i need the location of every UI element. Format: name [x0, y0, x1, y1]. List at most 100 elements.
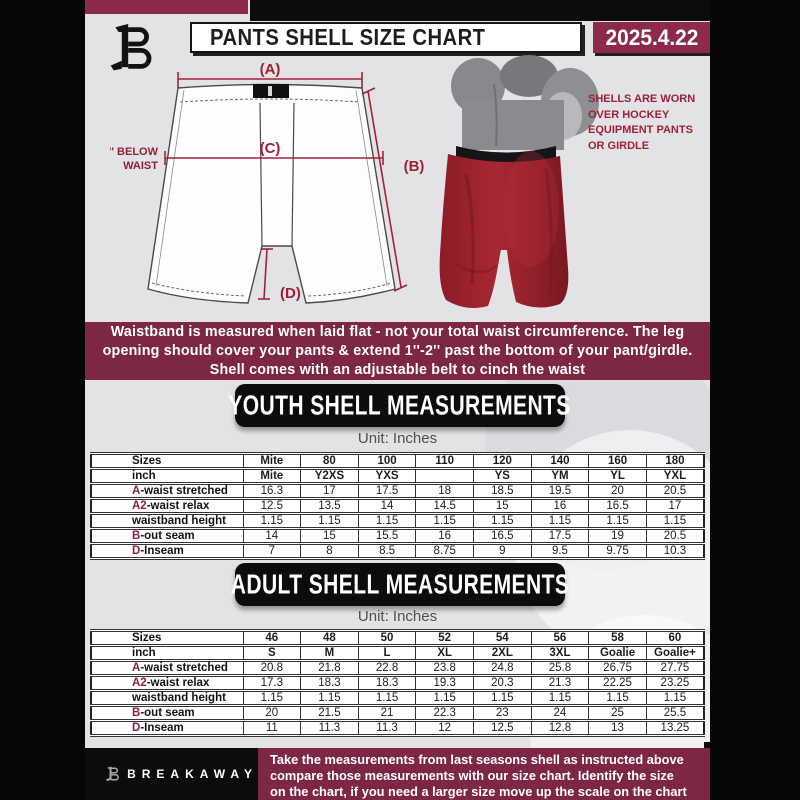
- table-row: B-out seam 20 21.5 21 22.3 23 24 25 25.5: [90, 704, 705, 722]
- below-waist-note: 7'' BELOW: [110, 146, 159, 158]
- cell-value: 23.25: [645, 674, 705, 692]
- svg-text:WAIST: WAIST: [123, 160, 158, 172]
- cell-value: 56: [530, 629, 590, 647]
- cell-value: 8.75: [415, 542, 474, 560]
- shorts-outline: [147, 83, 396, 304]
- cell-value: 1.15: [357, 512, 417, 530]
- label-b: (B): [404, 158, 425, 175]
- cell-value: 19: [588, 527, 647, 545]
- cell-value: 19.3: [415, 674, 474, 692]
- row-label: B-out seam: [90, 704, 244, 722]
- page-title-text: PANTS SHELL SIZE CHART: [210, 24, 486, 50]
- cell-value: 17.5: [357, 482, 417, 500]
- cell-value: 110: [415, 452, 474, 470]
- cell-value: 21.5: [300, 704, 359, 722]
- cell-value: 9: [473, 542, 532, 560]
- row-label: Sizes: [90, 629, 244, 647]
- cell-value: 19.5: [530, 482, 590, 500]
- cell-value: 52: [415, 629, 474, 647]
- footer-brand-name: BREAKAWAY: [127, 767, 258, 781]
- cell-value: 17.3: [242, 674, 302, 692]
- top-maroon-tab: [85, 0, 248, 14]
- cell-value: 20.5: [645, 527, 705, 545]
- row-label: inch: [90, 467, 244, 485]
- youth-unit-label: Unit: Inches: [357, 430, 438, 447]
- cell-value: 1.15: [530, 512, 590, 530]
- cell-value: 24: [530, 704, 590, 722]
- label-d: (D): [280, 285, 301, 302]
- measurement-lines: [164, 72, 408, 300]
- adult-section-banner: ADULT SHELL MEASUREMENTS: [231, 563, 569, 606]
- row-label: waistband height: [90, 512, 244, 530]
- row-label: D-Inseam: [90, 542, 244, 560]
- cell-value: 18: [415, 482, 474, 500]
- side-note: SHELLS ARE WORN OVER HOCKEY EQUIPMENT PA…: [588, 93, 696, 152]
- row-label: A2-waist relax: [90, 497, 244, 515]
- table-row: D-Inseam 11 11.3 11.3 12 12.5 12.8 13 13.25: [90, 719, 705, 737]
- cell-value: 180: [645, 452, 705, 470]
- cell-value: 21.8: [300, 659, 359, 677]
- cell-value: 22.3: [415, 704, 474, 722]
- table-row: D-Inseam 7 8 8.5 8.75 9 9.5 9.75 10.3: [90, 542, 705, 560]
- cell-value: 13: [588, 719, 647, 737]
- adult-section-title: ADULT SHELL MEASUREMENTS: [230, 568, 570, 600]
- cell-value: 16: [415, 527, 474, 545]
- row-label: Sizes: [90, 452, 244, 470]
- table-row: waistband height 1.15 1.15 1.15 1.15 1.15 1.15…: [90, 689, 705, 707]
- row-label: A2-waist relax: [90, 674, 244, 692]
- measurement-info-banner: Waistband is measured when laid flat - n…: [85, 322, 710, 380]
- cell-value: 54: [473, 629, 532, 647]
- cell-value: 16: [530, 497, 590, 515]
- table-row: waistband height 1.15 1.15 1.15 1.15 1.15 1.15…: [90, 512, 705, 530]
- row-label: inch: [90, 644, 244, 662]
- cell-value: 58: [588, 629, 647, 647]
- cell-value: 120: [473, 452, 532, 470]
- cell-value: 20.5: [645, 482, 705, 500]
- cell-value: 100: [357, 452, 417, 470]
- cell-value: 9.75: [588, 542, 647, 560]
- youth-section-title: YOUTH SHELL MEASUREMENTS: [228, 389, 572, 421]
- cell-value: 12.8: [530, 719, 590, 737]
- cell-value: 7: [242, 542, 302, 560]
- cell-value: 1.15: [357, 689, 417, 707]
- cell-value: 50: [357, 629, 417, 647]
- table-row: A-waist stretched 16.3 17 17.5 18 18.5 19.5 20 2…: [90, 482, 705, 500]
- cell-value: 1.15: [415, 689, 474, 707]
- cell-value: 21.3: [530, 674, 590, 692]
- shorts-measurement-diagram: (A) (B) (C) (D) 7'' BELOW WAIST: [110, 61, 425, 304]
- footer-instructions: Take the measurements from last seasons …: [258, 748, 710, 800]
- cell-value: 16.5: [473, 527, 532, 545]
- cell-value: YM: [530, 467, 590, 485]
- cell-value: 2XL: [473, 644, 532, 662]
- cell-value: 15: [473, 497, 532, 515]
- cell-value: 20: [242, 704, 302, 722]
- cell-value: 48: [300, 629, 359, 647]
- cell-value: 22.25: [588, 674, 647, 692]
- cell-value: 18.3: [357, 674, 417, 692]
- cell-value: M: [300, 644, 359, 662]
- table-row: A2-waist relax 12.5 13.5 14 14.5 15 16 16.5 17: [90, 497, 705, 515]
- cell-value: L: [357, 644, 417, 662]
- cell-value: 11: [242, 719, 302, 737]
- cell-value: 1.15: [473, 512, 532, 530]
- cell-value: 25.8: [530, 659, 590, 677]
- cell-value: XL: [415, 644, 474, 662]
- row-label: A-waist stretched: [90, 482, 244, 500]
- cell-value: YXS: [357, 467, 417, 485]
- cell-value: 12.5: [473, 719, 532, 737]
- row-label: waistband height: [90, 689, 244, 707]
- page-background: PANTS SHELL SIZE CHART 2025.4.22: [85, 0, 710, 800]
- cell-value: 1.15: [645, 512, 705, 530]
- row-label: D-Inseam: [90, 719, 244, 737]
- table-row: Sizes 46 48 50 52 54 56 58 60: [90, 629, 705, 647]
- cell-value: 1.15: [300, 512, 359, 530]
- shell-product-photo: [439, 55, 599, 308]
- cell-value: 11.3: [300, 719, 359, 737]
- cell-value: 8.5: [357, 542, 417, 560]
- cell-value: YS: [473, 467, 532, 485]
- cell-value: 14.5: [415, 497, 474, 515]
- cell-value: 17.5: [530, 527, 590, 545]
- cell-value: 1.15: [588, 689, 647, 707]
- cell-value: 17: [300, 482, 359, 500]
